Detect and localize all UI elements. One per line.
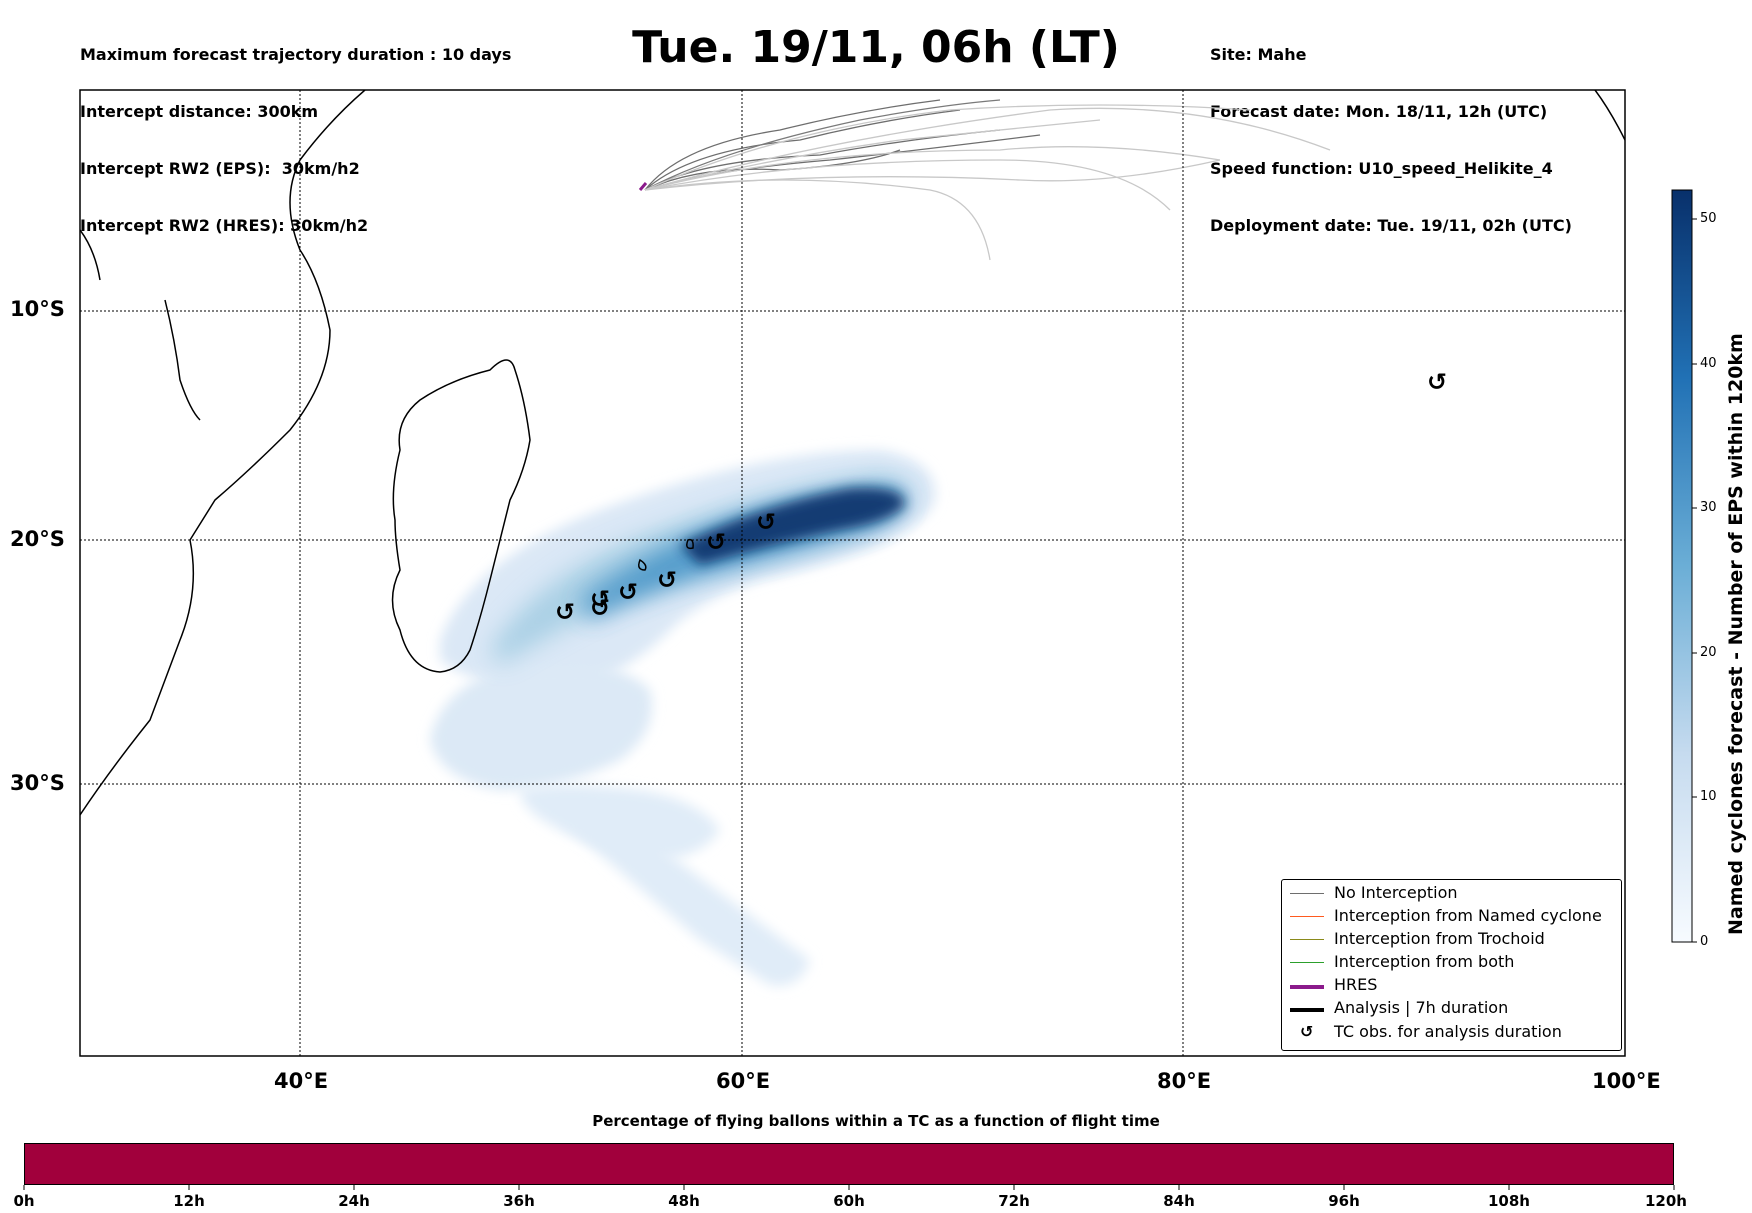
header-left-line: Intercept RW2 (HRES): 30km/h2 — [80, 216, 369, 235]
lat-label-30s: 30°S — [10, 771, 65, 795]
flight-bar-ticks — [23, 1185, 1675, 1190]
colorbar-tick-label: 50 — [1700, 211, 1717, 226]
colorbar-tick-label: 30 — [1700, 500, 1717, 515]
lon-label-80e: 80°E — [1157, 1069, 1212, 1093]
tc-observation-markers: ↺ ↺ ↺ ↺ ↺ ↺ ↺ ↺ — [555, 368, 1447, 626]
legend-label: TC obs. for analysis duration — [1334, 1022, 1562, 1041]
legend-label: Interception from Named cyclone — [1334, 906, 1602, 925]
legend-item: Interception from both — [1282, 951, 1621, 974]
header-right-line: Speed function: U10_speed_Helikite_4 — [1210, 159, 1553, 178]
map-title: Tue. 19/11, 06h (LT) — [632, 22, 1120, 73]
legend-swatch — [1290, 939, 1324, 940]
tc-marker-icon: ↺ — [657, 566, 677, 594]
legend-swatch — [1290, 916, 1324, 917]
lat-label-20s: 20°S — [10, 527, 65, 551]
tc-marker-icon: ↺ — [590, 585, 610, 613]
legend-item: No Interception — [1282, 882, 1621, 905]
flight-bar-tick-label: 72h — [998, 1192, 1030, 1210]
header-right-info: Site: Mahe Forecast date: Mon. 18/11, 12… — [1210, 7, 1572, 254]
tc-marker-icon: ↺ — [618, 578, 638, 606]
lon-label-60e: 60°E — [716, 1069, 771, 1093]
tc-marker-icon: ↺ — [706, 528, 726, 556]
lat-label-10s: 10°S — [10, 297, 65, 321]
legend-swatch — [1290, 985, 1324, 989]
legend-swatch — [1290, 893, 1324, 894]
flight-bar-tick-label: 36h — [503, 1192, 535, 1210]
lon-label-100e: 100°E — [1592, 1069, 1661, 1093]
legend-item: Interception from Named cyclone — [1282, 905, 1621, 928]
gridlines — [80, 90, 1625, 1056]
colorbar-title: Named cyclones forecast - Number of EPS … — [1725, 333, 1747, 935]
colorbar-gradient — [1671, 189, 1693, 943]
legend-label: No Interception — [1334, 883, 1458, 902]
colorbar-tick-label: 40 — [1700, 356, 1717, 371]
legend-label: Interception from Trochoid — [1334, 929, 1545, 948]
legend-label: HRES — [1334, 975, 1378, 994]
legend-item: Interception from Trochoid — [1282, 928, 1621, 951]
legend-swatch — [1290, 962, 1324, 963]
tc-marker-icon: ↺ — [1300, 1022, 1314, 1041]
flight-bar-tick-label: 24h — [338, 1192, 370, 1210]
hres-trajectory — [638, 182, 648, 191]
flight-bar-tick-label: 12h — [173, 1192, 205, 1210]
tc-marker-icon: ↺ — [1427, 368, 1447, 396]
flight-bar-tick-label: 60h — [833, 1192, 865, 1210]
legend-label: Interception from both — [1334, 952, 1515, 971]
header-right-line: Site: Mahe — [1210, 45, 1307, 64]
map-legend: No Interception Interception from Named … — [1281, 879, 1622, 1051]
lon-label-40e: 40°E — [274, 1069, 329, 1093]
tc-marker-icon: ↺ — [555, 598, 575, 626]
legend-label: Analysis | 7h duration — [1334, 998, 1509, 1017]
map-frame — [79, 89, 1626, 1057]
flight-bar-tick-label: 48h — [668, 1192, 700, 1210]
flight-time-bar — [24, 1143, 1674, 1185]
tc-marker-icon: ↺ — [756, 508, 776, 536]
legend-item: Analysis | 7h duration — [1282, 997, 1621, 1020]
header-left-info: Maximum forecast trajectory duration : 1… — [80, 7, 511, 254]
flight-bar-title: Percentage of flying ballons within a TC… — [592, 1112, 1160, 1130]
flight-bar-tick-label: 96h — [1328, 1192, 1360, 1210]
flight-bar-tick-label: 108h — [1488, 1192, 1530, 1210]
header-right-line: Deployment date: Tue. 19/11, 02h (UTC) — [1210, 216, 1572, 235]
colorbar-tick-label: 20 — [1700, 645, 1717, 660]
legend-item: ↺ TC obs. for analysis duration — [1282, 1021, 1621, 1044]
header-right-line: Forecast date: Mon. 18/11, 12h (UTC) — [1210, 102, 1548, 121]
header-left-line: Intercept RW2 (EPS): 30km/h2 — [80, 159, 360, 178]
header-left-line: Intercept distance: 300km — [80, 102, 319, 121]
tc-marker-icon: ↺ — [590, 594, 610, 622]
colorbar-tick-label: 10 — [1700, 789, 1717, 804]
flight-bar-tick-label: 0h — [13, 1192, 35, 1210]
flight-bar-tick-label: 120h — [1645, 1192, 1687, 1210]
legend-swatch — [1290, 1008, 1324, 1012]
legend-item: HRES — [1282, 974, 1621, 997]
colorbar-tick-label: 0 — [1700, 934, 1709, 949]
header-left-line: Maximum forecast trajectory duration : 1… — [80, 45, 512, 64]
eps-density-field — [430, 450, 936, 986]
eps-trajectories — [644, 99, 1331, 261]
flight-bar-tick-label: 84h — [1163, 1192, 1195, 1210]
coastlines — [80, 90, 1625, 816]
colorbar-ticks — [1692, 218, 1697, 943]
